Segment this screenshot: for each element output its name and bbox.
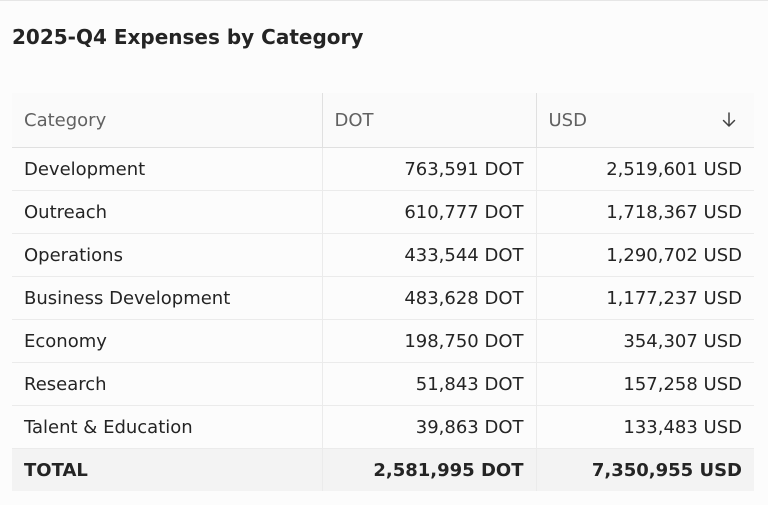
table-row[interactable]: Outreach 610,777 DOT 1,718,367 USD [12,190,754,234]
cell-category: Talent & Education [12,405,322,449]
total-dot: 2,581,995 DOT [321,448,536,491]
cell-category: Outreach [12,190,322,234]
cell-category: Operations [12,233,322,277]
table-row[interactable]: Research 51,843 DOT 157,258 USD [12,362,754,406]
table-row[interactable]: Business Development 483,628 DOT 1,177,2… [12,276,754,320]
total-label: TOTAL [12,448,322,491]
column-header-usd[interactable]: USD [535,93,754,148]
column-header-dot[interactable]: DOT [321,93,536,148]
table-row[interactable]: Economy 198,750 DOT 354,307 USD [12,319,754,363]
cell-category: Business Development [12,276,322,320]
table-total-row: TOTAL 2,581,995 DOT 7,350,955 USD [12,448,754,491]
table-row[interactable]: Operations 433,544 DOT 1,290,702 USD [12,233,754,277]
table-row[interactable]: Development 763,591 DOT 2,519,601 USD [12,147,754,191]
page-title: 2025-Q4 Expenses by Category [12,25,364,49]
table-header-row: Category DOT USD [12,93,754,148]
cell-dot: 433,544 DOT [321,233,536,277]
cell-usd: 1,177,237 USD [535,276,754,320]
arrow-down-icon[interactable] [720,111,738,129]
cell-category: Economy [12,319,322,363]
cell-dot: 198,750 DOT [321,319,536,363]
expenses-table: Category DOT USD Development 763,591 DOT… [12,93,754,491]
cell-category: Research [12,362,322,406]
total-usd: 7,350,955 USD [535,448,754,491]
column-header-usd-label: USD [548,109,587,131]
cell-usd: 354,307 USD [535,319,754,363]
cell-usd: 1,718,367 USD [535,190,754,234]
column-header-category[interactable]: Category [12,93,322,148]
cell-dot: 51,843 DOT [321,362,536,406]
cell-usd: 2,519,601 USD [535,147,754,191]
cell-dot: 483,628 DOT [321,276,536,320]
cell-dot: 610,777 DOT [321,190,536,234]
cell-usd: 157,258 USD [535,362,754,406]
cell-dot: 763,591 DOT [321,147,536,191]
cell-usd: 133,483 USD [535,405,754,449]
cell-usd: 1,290,702 USD [535,233,754,277]
cell-category: Development [12,147,322,191]
table-row[interactable]: Talent & Education 39,863 DOT 133,483 US… [12,405,754,449]
cell-dot: 39,863 DOT [321,405,536,449]
